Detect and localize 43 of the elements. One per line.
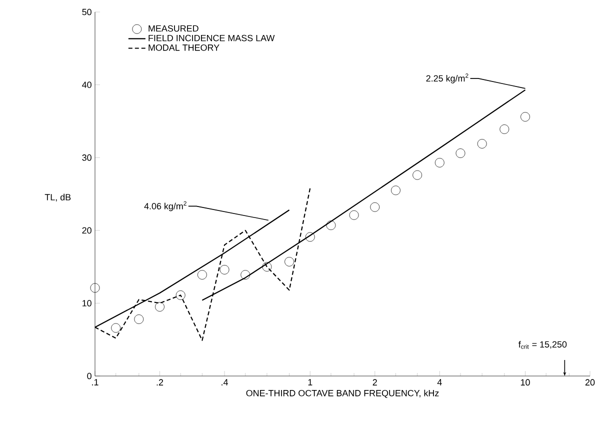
annotation: 4.06 kg/m$^{2}$ bbox=[144, 201, 186, 212]
y-tick-label: 30 bbox=[82, 154, 92, 161]
x-tick-label: .2 bbox=[156, 379, 164, 386]
y-tick-label: 50 bbox=[82, 8, 92, 16]
point bbox=[477, 139, 487, 148]
point bbox=[326, 220, 336, 230]
point bbox=[240, 270, 250, 280]
point bbox=[349, 210, 359, 220]
point bbox=[284, 257, 294, 266]
annotation: f$_{crit}$ = 15,250 bbox=[518, 341, 567, 349]
annotation: 2.25 kg/m$^{2}$ bbox=[426, 74, 468, 84]
point bbox=[520, 112, 530, 122]
point bbox=[391, 186, 400, 196]
point bbox=[134, 314, 144, 324]
x-tick-label: 1 bbox=[308, 379, 312, 386]
point bbox=[305, 232, 315, 242]
x-tick-label: 2 bbox=[372, 379, 377, 386]
point bbox=[500, 124, 510, 134]
point bbox=[456, 148, 466, 158]
point bbox=[176, 290, 186, 300]
legend-label: FIELD INCIDENCE MASS LAW bbox=[148, 34, 275, 42]
legend-label: MODAL THEORY bbox=[148, 44, 220, 51]
x-tick-label: .1 bbox=[92, 379, 98, 386]
x-tick-label: 20 bbox=[585, 379, 595, 386]
y-tick-label: 10 bbox=[82, 300, 92, 306]
point bbox=[262, 262, 272, 272]
point bbox=[220, 265, 230, 274]
point bbox=[412, 170, 422, 180]
point bbox=[90, 283, 100, 293]
legend-label: MEASURED bbox=[148, 25, 198, 32]
point bbox=[434, 158, 444, 168]
x-tick-label: 10 bbox=[520, 379, 530, 386]
x-tick-label: 4 bbox=[437, 379, 442, 386]
point bbox=[111, 323, 121, 333]
y-tick-label: 20 bbox=[82, 227, 92, 234]
y-tick-label: 0 bbox=[87, 372, 92, 380]
point bbox=[197, 270, 207, 280]
x-axis-title: ONE-THIRD OCTAVE BAND FREQUENCY, kHz bbox=[246, 390, 439, 398]
x-tick-label: .4 bbox=[222, 379, 228, 386]
y-axis-title: TL, dB bbox=[44, 194, 71, 202]
point bbox=[370, 202, 380, 212]
point bbox=[155, 302, 164, 312]
y-tick-label: 40 bbox=[82, 82, 92, 88]
